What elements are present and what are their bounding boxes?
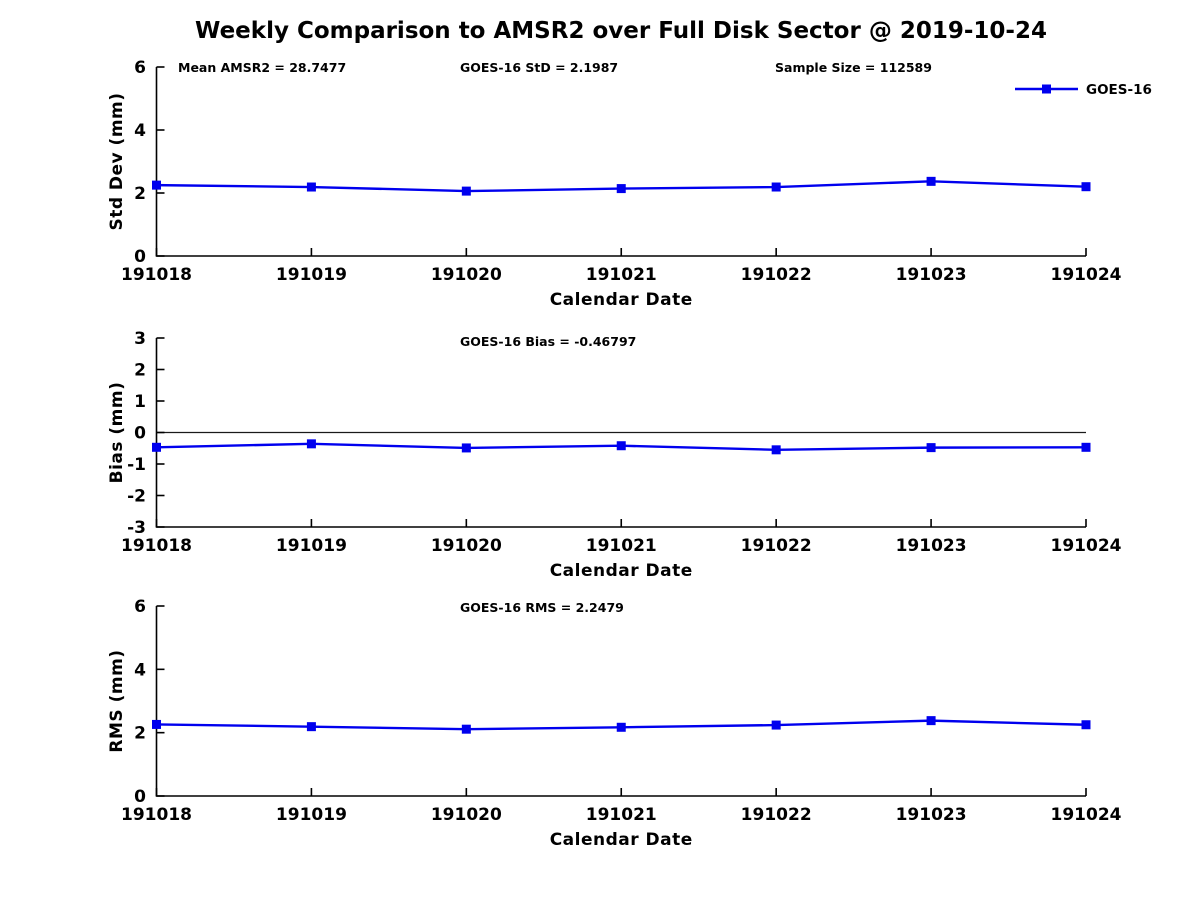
- data-point: [616, 722, 626, 732]
- annotation: GOES-16 Bias = -0.46797: [460, 334, 636, 349]
- data-point: [926, 176, 936, 186]
- y-tick-label: 2: [134, 361, 146, 381]
- y-tick-label: 6: [134, 58, 146, 78]
- y-tick-label: 4: [134, 121, 146, 141]
- y-tick-label: 2: [134, 724, 146, 744]
- data-point: [1081, 442, 1091, 452]
- data-point: [152, 719, 161, 729]
- axis-line: [155, 606, 1086, 797]
- x-tick-label: 191018: [121, 805, 192, 825]
- y-tick-label: 1: [134, 392, 146, 412]
- legend-marker: [1042, 84, 1051, 94]
- data-point: [616, 184, 626, 194]
- figure-title: Weekly Comparison to AMSR2 over Full Dis…: [195, 18, 1047, 44]
- y-tick-label: 4: [134, 660, 146, 680]
- x-tick-label: 191020: [431, 265, 502, 285]
- data-point: [152, 180, 161, 190]
- x-tick-label: 191019: [276, 805, 347, 825]
- x-tick-label: 191020: [431, 536, 502, 556]
- data-point: [461, 186, 471, 196]
- y-tick-label: 6: [134, 597, 146, 617]
- x-tick-label: 191024: [1051, 265, 1122, 285]
- annotation: Mean AMSR2 = 28.7477: [178, 60, 346, 75]
- x-tick-label: 191024: [1051, 536, 1122, 556]
- y-axis-title: Std Dev (mm): [107, 92, 127, 230]
- data-point: [771, 720, 781, 730]
- x-tick-label: 191023: [896, 265, 967, 285]
- x-axis-title: Calendar Date: [550, 830, 693, 850]
- data-point: [1081, 720, 1091, 730]
- data-point: [926, 443, 936, 453]
- x-tick-label: 191018: [121, 265, 192, 285]
- x-tick-label: 191019: [276, 265, 347, 285]
- data-point: [306, 722, 316, 732]
- y-tick-label: 0: [134, 787, 146, 807]
- y-tick-label: -2: [127, 487, 146, 507]
- data-point: [306, 182, 316, 192]
- data-point: [616, 441, 626, 451]
- x-axis-title: Calendar Date: [550, 290, 693, 310]
- x-tick-label: 191023: [896, 805, 967, 825]
- x-tick-label: 191021: [586, 265, 657, 285]
- data-point: [771, 182, 781, 192]
- y-tick-label: 0: [134, 247, 146, 267]
- x-axis-title: Calendar Date: [550, 561, 693, 581]
- x-tick-label: 191022: [741, 536, 812, 556]
- data-point: [926, 716, 936, 726]
- annotation: GOES-16 RMS = 2.2479: [460, 600, 624, 615]
- x-tick-label: 191019: [276, 536, 347, 556]
- x-tick-label: 191022: [741, 805, 812, 825]
- data-point: [152, 442, 161, 452]
- legend-label: GOES-16: [1086, 82, 1152, 98]
- data-point: [1081, 182, 1091, 192]
- y-tick-label: 3: [134, 329, 146, 349]
- data-point: [771, 445, 781, 455]
- x-tick-label: 191021: [586, 536, 657, 556]
- y-axis-title: RMS (mm): [107, 649, 127, 752]
- data-point: [306, 439, 316, 449]
- y-axis-title: Bias (mm): [107, 382, 127, 484]
- x-tick-label: 191024: [1051, 805, 1122, 825]
- axis-line: [155, 67, 1086, 257]
- y-tick-label: 2: [134, 184, 146, 204]
- y-tick-label: -1: [127, 455, 146, 475]
- x-tick-label: 191023: [896, 536, 967, 556]
- data-point: [461, 443, 471, 453]
- y-tick-label: 0: [134, 424, 146, 444]
- x-tick-label: 191021: [586, 805, 657, 825]
- annotation: GOES-16 StD = 2.1987: [460, 60, 618, 75]
- x-tick-label: 191020: [431, 805, 502, 825]
- x-tick-label: 191018: [121, 536, 192, 556]
- annotation: Sample Size = 112589: [775, 60, 932, 75]
- x-tick-label: 191022: [741, 265, 812, 285]
- data-point: [461, 724, 471, 734]
- y-tick-label: -3: [127, 518, 146, 538]
